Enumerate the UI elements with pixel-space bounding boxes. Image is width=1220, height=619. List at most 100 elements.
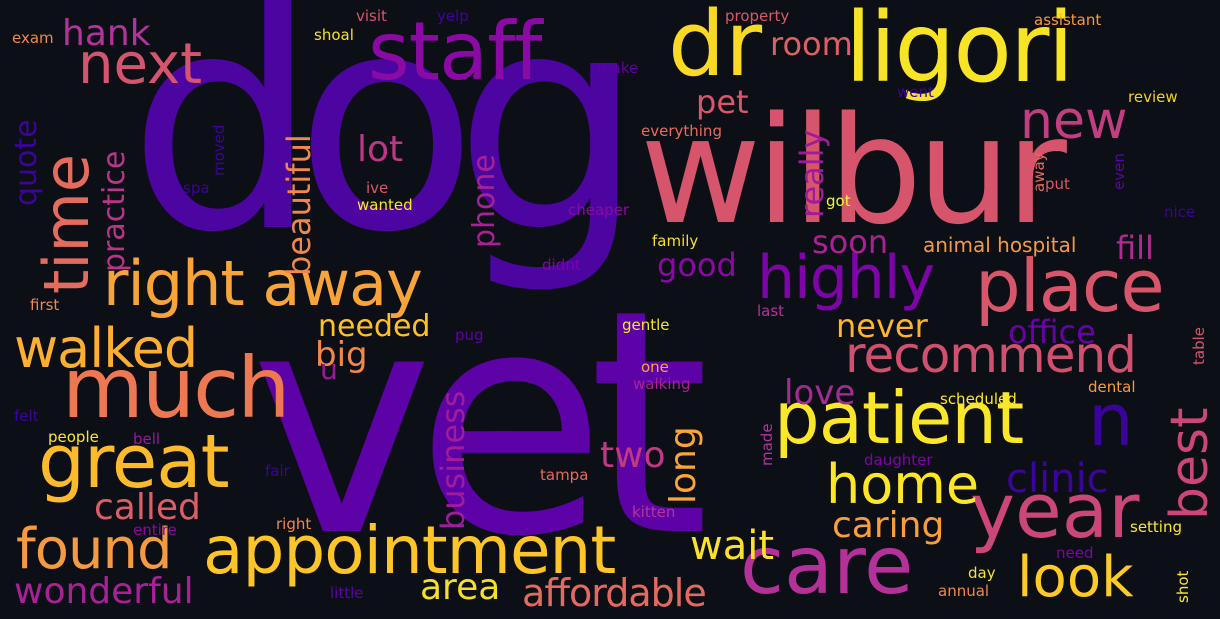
word-u: u — [320, 353, 338, 386]
word-quote: quote — [9, 119, 44, 206]
word-home: home — [826, 453, 980, 516]
word-place: place — [975, 244, 1165, 328]
word-kitten: kitten — [632, 503, 676, 521]
word-vet: vet — [250, 244, 710, 605]
word-care: care — [740, 519, 914, 612]
word-setting: setting — [1130, 518, 1183, 536]
word-annual: annual — [938, 582, 990, 600]
word-day: day — [968, 564, 996, 582]
word-business: business — [434, 390, 472, 530]
word-table: table — [1190, 327, 1208, 365]
word-ligori: ligori — [845, 0, 1074, 104]
word-dr: dr — [668, 0, 763, 97]
word-didnt: didnt — [542, 256, 581, 274]
word-pet: pet — [696, 83, 749, 121]
word-walked: walked — [14, 317, 198, 380]
word-yelp: yelp — [437, 7, 469, 25]
word-two: two — [600, 435, 666, 476]
word-never: never — [836, 307, 928, 345]
word-wait: wait — [690, 523, 775, 569]
word-needed: needed — [318, 309, 431, 344]
word-animal-hospital: animal hospital — [923, 233, 1077, 257]
word-wanted: wanted — [357, 196, 413, 214]
word-wilbur: wilbur — [640, 85, 1067, 257]
word-highly: highly — [757, 243, 935, 313]
word-caring: caring — [832, 505, 945, 546]
word-exam: exam — [12, 29, 54, 47]
word-property: property — [725, 7, 790, 25]
word-ive: ive — [366, 179, 389, 197]
word-practice: practice — [97, 150, 132, 272]
word-assistant: assistant — [1034, 11, 1102, 29]
word-phone: phone — [467, 154, 502, 248]
word-found: found — [16, 517, 173, 582]
word-new: new — [1020, 91, 1128, 151]
word-big: big — [315, 335, 368, 375]
word-review: review — [1128, 88, 1178, 106]
word-good: good — [657, 246, 737, 284]
word-lot: lot — [357, 129, 404, 170]
word-best: best — [1160, 407, 1220, 520]
word-gentle: gentle — [622, 316, 670, 334]
word-long: long — [663, 426, 704, 504]
word-office: office — [1008, 313, 1096, 351]
word-affordable: affordable — [522, 571, 707, 615]
word-dog: dog — [128, 0, 644, 298]
word-next: next — [78, 32, 203, 97]
word-right: right — [276, 515, 312, 533]
word-family: family — [652, 232, 699, 250]
word-pug: pug — [455, 326, 484, 344]
word-bell: bell — [133, 430, 161, 448]
word-much: much — [62, 339, 290, 437]
word-fill: fill — [1116, 229, 1154, 267]
word-area: area — [420, 567, 501, 608]
word-n: n — [1088, 378, 1134, 462]
word-moved: moved — [210, 124, 228, 176]
word-even: even — [1110, 153, 1128, 190]
word-went: went — [897, 83, 934, 101]
word-made: made — [758, 423, 776, 466]
word-spa: spa — [183, 179, 210, 197]
word-clinic: clinic — [1006, 456, 1109, 502]
word-time: time — [30, 153, 103, 294]
word-entire: entire — [133, 521, 177, 539]
word-patient: patient — [774, 376, 1024, 460]
word-dental: dental — [1088, 378, 1136, 396]
word-right-away: right away — [103, 247, 423, 320]
word-scheduled: scheduled — [940, 390, 1017, 408]
word-beautiful: beautiful — [280, 134, 318, 276]
word-nice: nice — [1164, 203, 1196, 221]
word-soon: soon — [812, 223, 889, 261]
word-daughter: daughter — [864, 451, 933, 469]
word-cheaper: cheaper — [568, 201, 630, 219]
word-people: people — [48, 428, 99, 446]
word-hank: hank — [62, 13, 151, 54]
word-felt: felt — [14, 407, 39, 425]
word-look: look — [1017, 545, 1134, 610]
word-love: love — [784, 373, 856, 413]
word-called: called — [94, 487, 201, 528]
word-wonderful: wonderful — [14, 571, 194, 612]
word-make: make — [597, 59, 639, 77]
word-really: really — [793, 129, 831, 218]
word-everything: everything — [641, 122, 722, 140]
word-tampa: tampa — [540, 466, 589, 484]
word-shot: shot — [1174, 570, 1192, 603]
word-little: little — [330, 584, 364, 602]
word-recommend: recommend — [845, 326, 1137, 384]
word-visit: visit — [356, 7, 387, 25]
word-appointment: appointment — [203, 512, 616, 589]
word-walking: walking — [633, 375, 691, 393]
word-got: got — [826, 192, 851, 210]
word-great: great — [38, 419, 230, 505]
word-shoal: shoal — [314, 26, 354, 44]
word-one: one — [641, 358, 669, 376]
word-room: room — [770, 25, 853, 63]
word-year: year — [970, 466, 1140, 555]
word-staff: staff — [368, 5, 542, 98]
word-last: last — [757, 302, 785, 320]
word-put: put — [1045, 175, 1070, 193]
word-need: need — [1056, 544, 1094, 562]
word-first: first — [30, 296, 60, 314]
